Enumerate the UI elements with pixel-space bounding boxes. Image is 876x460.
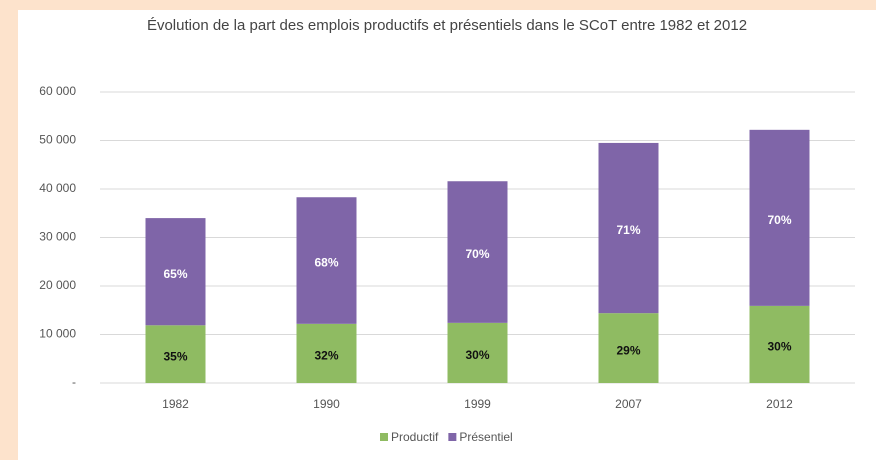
y-tick-label: 40 000: [39, 181, 76, 195]
y-tick-label: 60 000: [39, 84, 76, 98]
bar-segment: [296, 323, 357, 383]
value-label: 70%: [767, 213, 791, 227]
bar-segment: [447, 322, 508, 383]
legend-label: Productif: [391, 430, 439, 444]
y-tick-label: 50 000: [39, 133, 76, 147]
y-tick-label: 10 000: [39, 327, 76, 341]
chart-title: Évolution de la part des emplois product…: [146, 17, 748, 34]
x-tick-label: 1982: [162, 397, 189, 411]
value-label: 30%: [465, 348, 489, 362]
value-label: 30%: [767, 340, 791, 354]
value-label: 32%: [314, 349, 338, 363]
bar-segment: [447, 181, 508, 323]
bar-segment: [145, 218, 206, 326]
y-tick-label: 30 000: [39, 230, 76, 244]
value-label: 35%: [163, 349, 187, 363]
value-label: 68%: [314, 256, 338, 270]
y-tick-label: 20 000: [39, 278, 76, 292]
legend-swatch: [448, 433, 457, 441]
value-label: 65%: [163, 267, 187, 281]
x-tick-label: 1999: [464, 397, 491, 411]
value-label: 29%: [616, 343, 640, 357]
value-label: 71%: [616, 223, 640, 237]
legend-label: Présentiel: [459, 430, 512, 444]
legend-swatch: [380, 433, 388, 441]
value-label: 70%: [465, 247, 489, 261]
x-tick-label: 2007: [615, 397, 642, 411]
x-tick-label: 1990: [313, 397, 340, 411]
y-tick-label: -: [72, 375, 76, 389]
bar-segment: [296, 197, 357, 324]
bar-segment: [598, 142, 659, 314]
bar-segment: [598, 313, 659, 383]
x-tick-label: 2012: [766, 397, 793, 411]
bar-segment: [749, 129, 810, 306]
bar-segment: [749, 305, 810, 383]
bar-segment: [145, 325, 206, 383]
